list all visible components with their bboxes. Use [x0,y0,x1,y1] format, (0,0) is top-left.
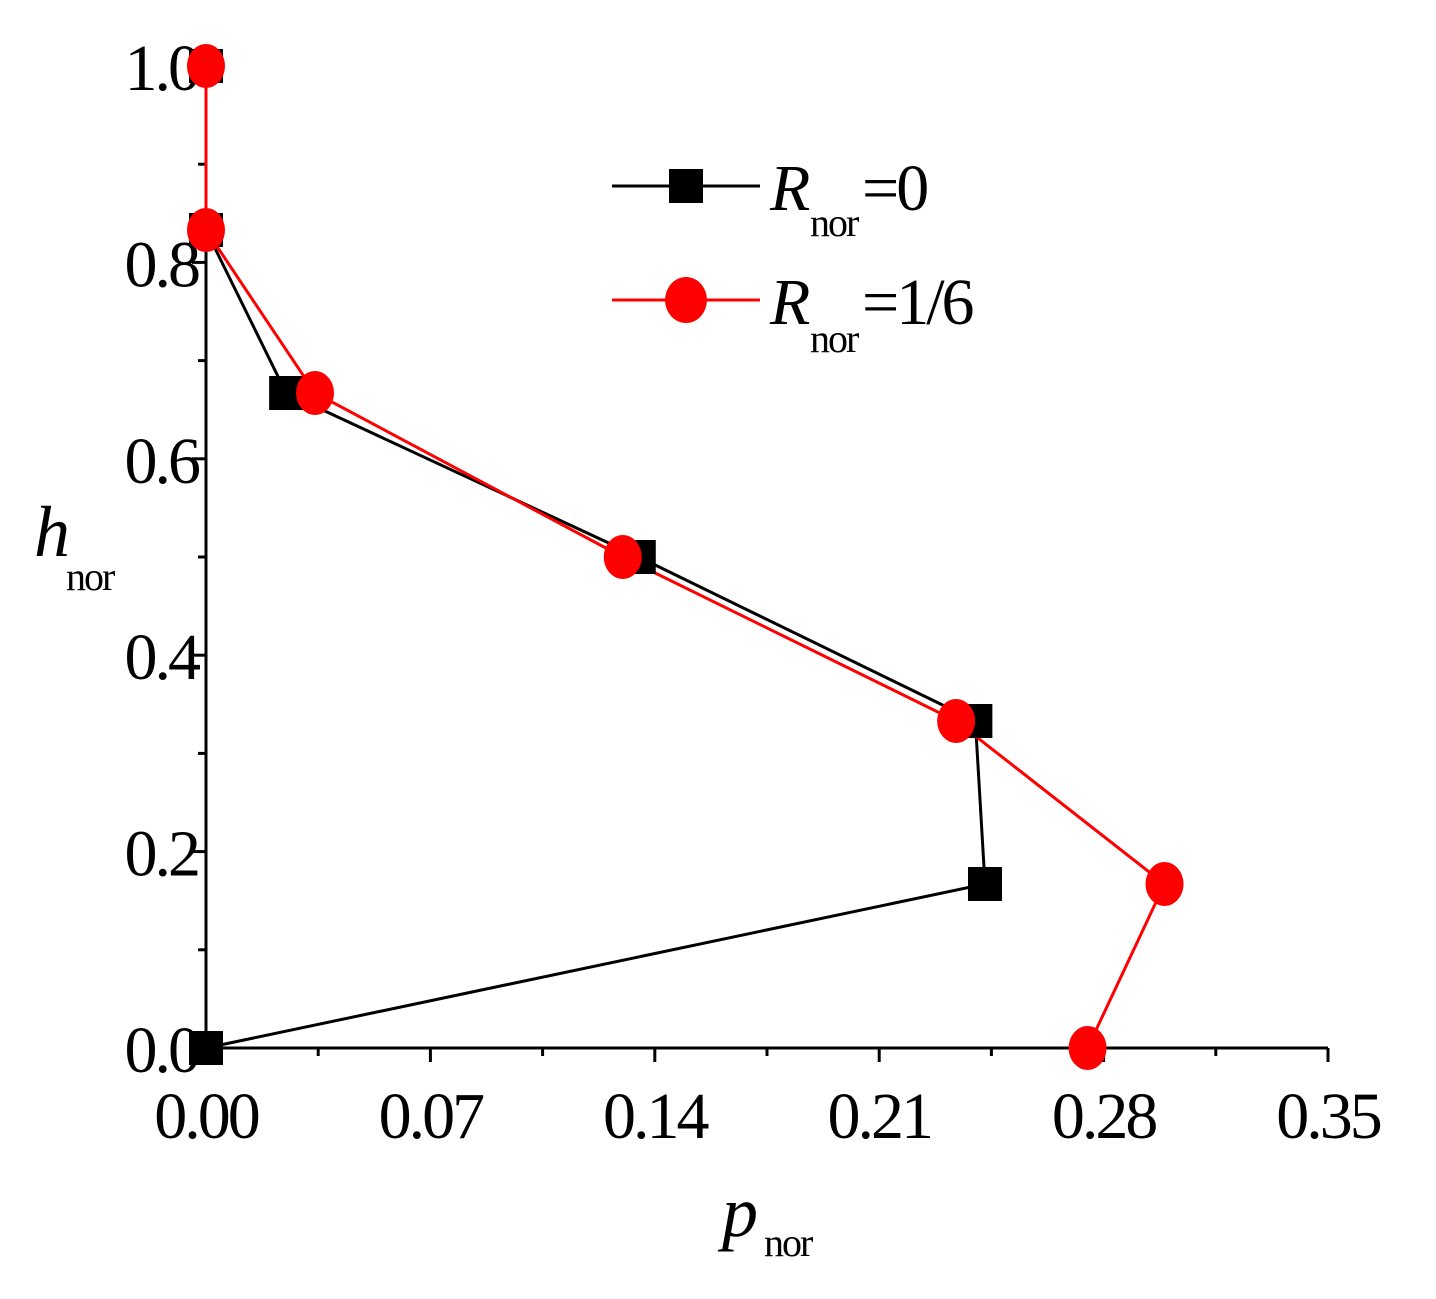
series-line-1 [204,66,1167,1049]
y-tick-label: 0.8 [125,228,200,301]
legend-label-r0-value: =0 [862,152,927,225]
x-tick-label: 0.07 [379,1080,485,1153]
x-axis-label: p nor [717,1172,815,1265]
y-tick-label: 0.4 [125,621,201,694]
data-point-circle [937,698,976,743]
legend-label-r0-main: R [769,152,810,225]
legend-label-r0-sub: nor [810,200,859,245]
x-tick-label: 0.00 [154,1080,259,1153]
y-axis-label-sub: nor [66,554,115,599]
data-point-circle [1068,1026,1107,1070]
legend-label-r16-sub: nor [810,316,859,361]
y-tick-label: 0.0 [125,1014,200,1087]
data-point-circle [603,535,642,579]
x-axis-label-main: p [717,1172,758,1252]
y-axis-label-main: h [34,492,70,572]
legend-item-r16: R nor =1/6 [612,266,977,361]
legend-marker-square [669,169,703,203]
ticks: 0.00 0.07 0.14 0.21 0.28 0.350.00.20.40.60.81… [125,32,1384,1153]
data-point-circle [295,371,334,416]
legend-item-r0: R nor =0 [612,152,930,245]
data-point-circle [187,44,225,88]
legend-label-r16-value: =1/6 [862,266,974,339]
legend-label-r16-main: R [769,266,810,339]
data-point-circle [187,207,225,252]
x-axis-label-sub: nor [764,1220,813,1265]
y-tick-label: 0.2 [125,818,199,891]
x-tick-label: 0.28 [1052,1080,1157,1153]
y-axis-label: h nor [34,492,117,599]
series-layer [187,44,1184,1070]
data-point-square [189,1031,223,1065]
legend-marker-circle [665,277,707,323]
data-point-circle [1145,862,1184,907]
x-tick-label: 0.35 [1276,1080,1381,1153]
x-tick-label: 0.21 [827,1080,931,1153]
legend: R nor =0 R nor =1/6 [612,152,977,361]
x-tick-label: 0.14 [603,1080,709,1153]
y-tick-label: 0.6 [125,425,201,498]
data-point-square [967,867,1002,902]
